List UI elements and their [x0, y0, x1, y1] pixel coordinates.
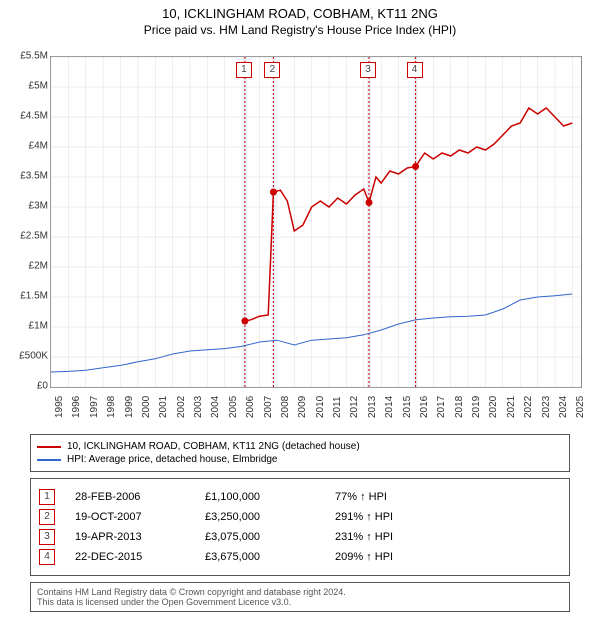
x-tick-label: 1996 [71, 396, 82, 418]
x-tick-label: 2007 [263, 396, 274, 418]
x-tick-label: 2020 [488, 396, 499, 418]
transaction-row: 4 22-DEC-2015£3,675,000209% ↑ HPI [39, 549, 561, 565]
transaction-price: £3,675,000 [205, 551, 335, 563]
y-tick-label: £1M [29, 321, 48, 332]
transaction-row: 1 28-FEB-2006£1,100,00077% ↑ HPI [39, 489, 561, 505]
chart-subtitle: Price paid vs. HM Land Registry's House … [0, 23, 600, 37]
transaction-price: £3,250,000 [205, 511, 335, 523]
y-tick-label: £500K [19, 351, 48, 362]
footer-line: This data is licensed under the Open Gov… [37, 597, 563, 607]
chart-container: 10, ICKLINGHAM ROAD, COBHAM, KT11 2NG Pr… [0, 6, 600, 626]
x-tick-label: 2000 [141, 396, 152, 418]
plot-svg [51, 57, 581, 387]
x-tick-label: 2011 [332, 396, 343, 418]
y-tick-label: £4M [29, 141, 48, 152]
x-tick-label: 2003 [193, 396, 204, 418]
y-tick-label: £2M [29, 261, 48, 272]
y-tick-label: £3.5M [20, 171, 48, 182]
transaction-date: 19-OCT-2007 [75, 511, 205, 523]
x-tick-label: 2012 [349, 396, 360, 418]
transaction-row: 2 19-OCT-2007£3,250,000291% ↑ HPI [39, 509, 561, 525]
plot-area [50, 56, 582, 388]
legend-swatch [37, 446, 61, 448]
legend-row: 10, ICKLINGHAM ROAD, COBHAM, KT11 2NG (d… [37, 441, 563, 452]
x-tick-label: 2002 [176, 396, 187, 418]
legend-label: HPI: Average price, detached house, Elmb… [67, 454, 278, 465]
transaction-row: 3 19-APR-2013£3,075,000231% ↑ HPI [39, 529, 561, 545]
x-tick-label: 2019 [471, 396, 482, 418]
x-tick-label: 1999 [124, 396, 135, 418]
event-marker-box: 2 [264, 62, 280, 78]
y-tick-label: £4.5M [20, 111, 48, 122]
transaction-pct: 209% ↑ HPI [335, 551, 561, 563]
transaction-marker: 3 [39, 529, 55, 545]
x-tick-label: 1998 [106, 396, 117, 418]
y-tick-label: £5.5M [20, 51, 48, 62]
chart-title: 10, ICKLINGHAM ROAD, COBHAM, KT11 2NG [0, 6, 600, 21]
x-tick-label: 2021 [506, 396, 517, 418]
transaction-marker: 2 [39, 509, 55, 525]
footer-attribution: Contains HM Land Registry data © Crown c… [30, 582, 570, 612]
transaction-date: 19-APR-2013 [75, 531, 205, 543]
transaction-pct: 231% ↑ HPI [335, 531, 561, 543]
transaction-table: 1 28-FEB-2006£1,100,00077% ↑ HPI 2 19-OCT-2… [30, 478, 570, 576]
y-tick-label: £0 [37, 381, 48, 392]
event-marker-box: 4 [407, 62, 423, 78]
transaction-marker: 4 [39, 549, 55, 565]
y-tick-label: £5M [29, 81, 48, 92]
x-tick-label: 2025 [575, 396, 586, 418]
event-marker-box: 3 [360, 62, 376, 78]
x-tick-label: 2004 [210, 396, 221, 418]
x-tick-label: 2022 [523, 396, 534, 418]
x-tick-label: 2023 [541, 396, 552, 418]
legend-swatch [37, 459, 61, 461]
legend-row: HPI: Average price, detached house, Elmb… [37, 454, 563, 465]
x-tick-label: 2014 [384, 396, 395, 418]
x-tick-label: 2008 [280, 396, 291, 418]
transaction-pct: 291% ↑ HPI [335, 511, 561, 523]
y-tick-label: £1.5M [20, 291, 48, 302]
x-tick-label: 2001 [158, 396, 169, 418]
legend: 10, ICKLINGHAM ROAD, COBHAM, KT11 2NG (d… [30, 434, 570, 472]
x-tick-label: 2013 [367, 396, 378, 418]
legend-label: 10, ICKLINGHAM ROAD, COBHAM, KT11 2NG (d… [67, 441, 360, 452]
x-tick-label: 2015 [402, 396, 413, 418]
x-tick-label: 2024 [558, 396, 569, 418]
x-tick-label: 2006 [245, 396, 256, 418]
transaction-date: 22-DEC-2015 [75, 551, 205, 563]
y-tick-label: £3M [29, 201, 48, 212]
x-tick-label: 2017 [436, 396, 447, 418]
y-tick-label: £2.5M [20, 231, 48, 242]
transaction-pct: 77% ↑ HPI [335, 491, 561, 503]
x-tick-label: 2005 [228, 396, 239, 418]
transaction-date: 28-FEB-2006 [75, 491, 205, 503]
x-tick-label: 1997 [89, 396, 100, 418]
event-marker-box: 1 [236, 62, 252, 78]
x-tick-label: 2016 [419, 396, 430, 418]
transaction-price: £3,075,000 [205, 531, 335, 543]
x-tick-label: 2010 [315, 396, 326, 418]
x-tick-label: 2009 [297, 396, 308, 418]
x-tick-label: 1995 [54, 396, 65, 418]
transaction-marker: 1 [39, 489, 55, 505]
transaction-price: £1,100,000 [205, 491, 335, 503]
x-tick-label: 2018 [454, 396, 465, 418]
footer-line: Contains HM Land Registry data © Crown c… [37, 587, 563, 597]
